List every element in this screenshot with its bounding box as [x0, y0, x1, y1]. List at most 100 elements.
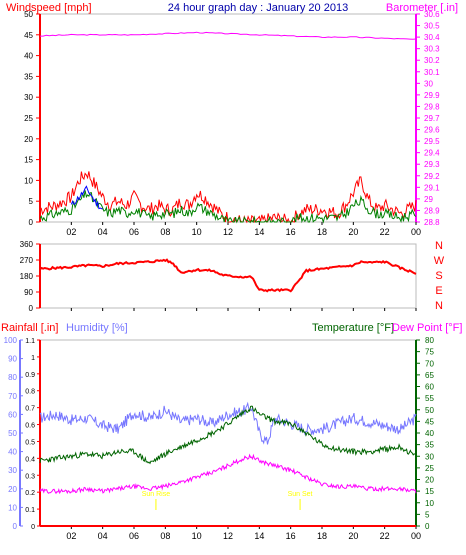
- compass-label: N: [435, 240, 443, 252]
- barometer-tick-label: 29.8: [424, 102, 440, 111]
- sun-marker-label: Sun Rise: [142, 491, 171, 498]
- barometer-tick-label: 30.1: [424, 68, 440, 77]
- x-tick-label: 16: [286, 531, 296, 541]
- x-tick-label: 00: [411, 227, 421, 237]
- wind-secondary-series-line: [70, 185, 103, 210]
- humidity-tick-label: 0: [13, 522, 18, 531]
- temperature-tick-label: 30: [425, 452, 434, 461]
- average-wind-series-line: [39, 190, 417, 224]
- windspeed-tick-label: 30: [24, 93, 33, 102]
- gust-series-line: [39, 171, 417, 224]
- temperature-tick-label: 15: [425, 487, 434, 496]
- humidity-tick-label: 60: [8, 410, 17, 419]
- wind-direction-series-line: [39, 258, 417, 293]
- windspeed-tick-label: 50: [24, 10, 33, 19]
- x-tick-label: 04: [98, 227, 108, 237]
- rainfall-tick-label: 0.2: [25, 490, 35, 497]
- humidity-tick-label: 30: [8, 466, 17, 475]
- temperature-tick-label: 75: [425, 348, 434, 357]
- direction-tick-label: 90: [24, 288, 33, 297]
- barometer-axis-label: Barometer [.in]: [386, 2, 458, 14]
- compass-label: E: [435, 285, 442, 297]
- compass-label: W: [434, 255, 445, 267]
- x-tick-label: 16: [286, 227, 296, 237]
- barometer-tick-label: 29.6: [424, 126, 440, 135]
- rainfall-tick-label: 1: [31, 355, 35, 362]
- temperature-tick-label: 0: [425, 522, 430, 531]
- direction-tick-label: 270: [20, 256, 34, 265]
- rainfall-tick-label: 0.7: [25, 406, 35, 413]
- temperature-tick-label: 25: [425, 464, 434, 473]
- humidity-tick-label: 80: [8, 373, 17, 382]
- x-tick-label: 10: [192, 227, 202, 237]
- rainfall-axis-label: Rainfall [.in]: [1, 322, 58, 334]
- barometer-tick-label: 29.2: [424, 172, 440, 181]
- x-tick-label: 20: [348, 227, 358, 237]
- x-tick-label: 18: [317, 531, 327, 541]
- humidity-tick-label: 40: [8, 448, 17, 457]
- graph-title: 24 hour graph day : January 20 2013: [168, 2, 348, 14]
- temperature-tick-label: 35: [425, 441, 434, 450]
- barometer-tick-label: 30.4: [424, 33, 440, 42]
- x-tick-label: 12: [223, 531, 233, 541]
- barometer-tick-label: 30: [424, 79, 433, 88]
- dewpoint-axis-label: Dew Point [°F]: [392, 322, 462, 334]
- barometer-tick-label: 29: [424, 195, 433, 204]
- rainfall-tick-label: 0.9: [25, 372, 35, 379]
- barometer-tick-label: 29.4: [424, 149, 440, 158]
- x-tick-label: 22: [380, 531, 390, 541]
- temperature-tick-label: 20: [425, 476, 434, 485]
- compass-label: S: [435, 270, 442, 282]
- humidity-tick-label: 10: [8, 503, 17, 512]
- temperature-tick-label: 55: [425, 394, 434, 403]
- x-tick-label: 00: [411, 531, 421, 541]
- windspeed-tick-label: 35: [24, 72, 33, 81]
- windspeed-tick-label: 10: [24, 176, 33, 185]
- x-tick-label: 14: [254, 531, 264, 541]
- windspeed-tick-label: 0: [29, 218, 34, 227]
- rainfall-tick-label: 1.1: [25, 338, 35, 345]
- direction-tick-label: 0: [29, 304, 34, 313]
- barometer-tick-label: 30.6: [424, 10, 440, 19]
- barometer-tick-label: 28.9: [424, 206, 440, 215]
- barometer-tick-label: 29.1: [424, 183, 440, 192]
- temperature-tick-label: 40: [425, 429, 434, 438]
- x-tick-label: 02: [66, 531, 76, 541]
- barometer-tick-label: 30.2: [424, 56, 440, 65]
- temperature-tick-label: 45: [425, 417, 434, 426]
- plot-frame: [39, 13, 417, 223]
- sun-marker-label: Sun Set: [288, 491, 313, 498]
- wind-barometer-panel: 0 5 10 15 20 25 30 35 40 45 50 28.8 28.9 29 29.1 29.2 29…: [24, 10, 440, 237]
- temperature-tick-label: 65: [425, 371, 434, 380]
- temperature-axis-label: Temperature [°F]: [312, 322, 394, 334]
- rainfall-tick-label: 0.3: [25, 473, 35, 480]
- windspeed-tick-label: 20: [24, 135, 33, 144]
- humidity-tick-label: 90: [8, 355, 17, 364]
- x-tick-label: 20: [348, 531, 358, 541]
- barometer-tick-label: 30.5: [424, 22, 440, 31]
- windspeed-tick-label: 5: [29, 197, 34, 206]
- windspeed-axis-label: Windspeed [mph]: [6, 2, 92, 14]
- temperature-series-line: [39, 405, 417, 465]
- barometer-tick-label: 29.7: [424, 114, 440, 123]
- x-tick-label: 06: [129, 531, 139, 541]
- temperature-tick-label: 50: [425, 406, 434, 415]
- rainfall-tick-label: 0.5: [25, 439, 35, 446]
- x-tick-label: 08: [160, 531, 170, 541]
- temperature-tick-label: 60: [425, 383, 434, 392]
- humidity-series-line: [39, 401, 417, 445]
- windspeed-tick-label: 25: [24, 114, 33, 123]
- x-tick-label: 12: [223, 227, 233, 237]
- rainfall-tick-label: 0: [31, 524, 35, 531]
- windspeed-tick-label: 40: [24, 52, 33, 61]
- x-tick-label: 18: [317, 227, 327, 237]
- x-tick-label: 08: [160, 227, 170, 237]
- x-tick-label: 06: [129, 227, 139, 237]
- humidity-axis-label: Humidity [%]: [66, 322, 128, 334]
- humidity-tick-label: 50: [8, 429, 17, 438]
- temperature-tick-label: 5: [425, 510, 430, 519]
- humidity-temperature-panel: 010203040506070809010000.10.20.30.40.50.…: [4, 336, 435, 541]
- dewpoint-series-line: [39, 453, 417, 495]
